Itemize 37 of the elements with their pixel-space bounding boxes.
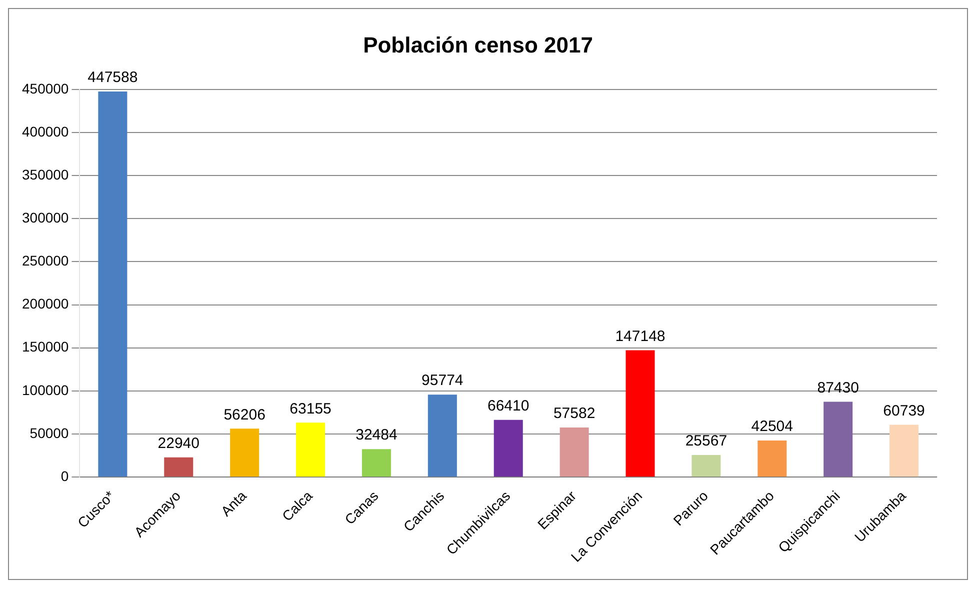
bar (494, 420, 523, 477)
y-tick-label: 200000 (22, 296, 69, 312)
bar (296, 422, 326, 477)
y-tick-label: 350000 (22, 166, 69, 182)
data-label: 447588 (88, 69, 138, 86)
data-label: 57582 (553, 405, 596, 422)
data-label: 66410 (488, 398, 530, 415)
bar (164, 457, 194, 477)
bar (824, 402, 853, 477)
bar (758, 440, 787, 477)
data-label: 95774 (422, 372, 464, 390)
data-label: 42504 (751, 418, 793, 436)
bar (362, 449, 391, 477)
bar (626, 350, 655, 477)
y-tick-label: 50000 (30, 424, 69, 441)
bar (890, 424, 919, 477)
bar (692, 455, 721, 477)
y-tick-label: 100000 (22, 382, 69, 398)
bar (428, 394, 457, 477)
data-label: 60739 (883, 402, 925, 420)
y-tick-label: 450000 (22, 80, 69, 96)
y-tick-label: 300000 (22, 209, 69, 226)
y-tick-label: 400000 (22, 123, 69, 140)
data-label: 147148 (615, 328, 666, 345)
data-label: 25567 (685, 432, 728, 450)
chart-title: Población censo 2017 (363, 32, 593, 58)
y-tick-label: 250000 (22, 252, 69, 269)
y-tick-label: 0 (60, 468, 69, 484)
data-label: 63155 (290, 400, 332, 418)
data-label: 56206 (224, 406, 266, 424)
data-label: 22940 (158, 434, 200, 452)
data-label: 32484 (356, 426, 398, 444)
bar (98, 91, 128, 477)
bar (560, 427, 589, 477)
data-label: 87430 (817, 379, 859, 396)
bar (230, 428, 260, 477)
y-tick-label: 150000 (22, 338, 69, 355)
